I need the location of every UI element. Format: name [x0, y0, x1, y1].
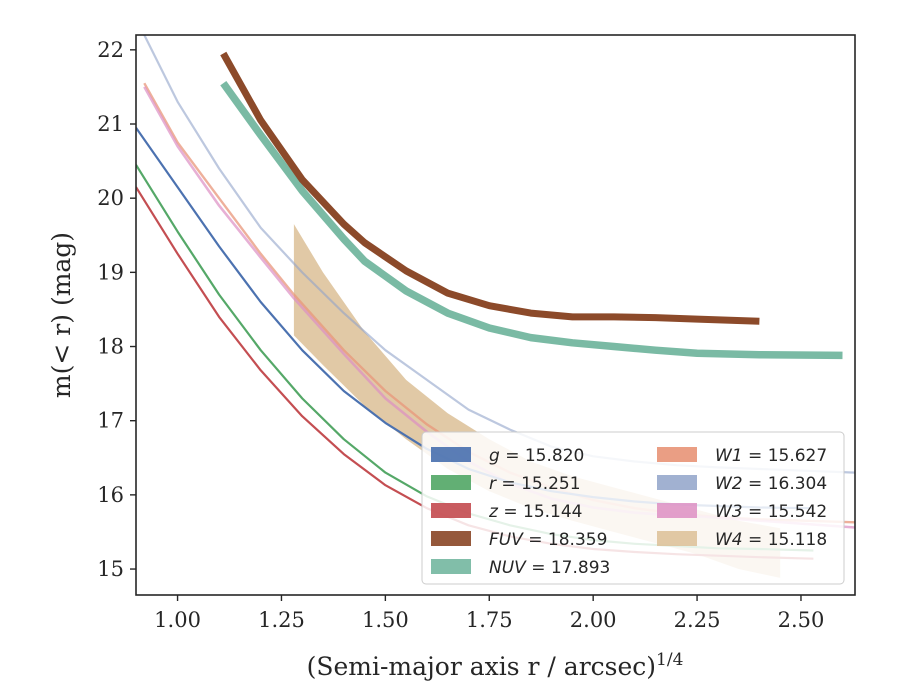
legend-item-fuv-value: 18.359 [548, 530, 607, 550]
legend-item-w2-value: 16.304 [768, 474, 827, 494]
legend-item-w4: W4 = 15.118 [657, 530, 827, 550]
legend-item-z-label: z = 15.144 [488, 502, 582, 522]
y-tick-label: 17 [97, 409, 124, 433]
y-tick-label: 16 [97, 483, 124, 507]
x-axis: 1.00 1.25 1.50 1.75 2.00 2.25 2.50 [154, 595, 824, 632]
legend-item-r-label: r = 15.251 [489, 474, 581, 494]
legend-item-z: z = 15.144 [431, 502, 582, 522]
legend-item-w2: W2 = 16.304 [657, 474, 827, 494]
legend-item-w2-swatch [657, 475, 697, 490]
legend-item-w4-eq: = [743, 530, 768, 550]
x-tick-label: 2.00 [570, 608, 617, 632]
x-tick-label: 2.25 [674, 608, 721, 632]
series-fuv-line [220, 51, 760, 325]
legend-item-g-swatch [431, 447, 471, 462]
legend-item-nuv-name: NUV [489, 558, 527, 578]
legend-item-w3-swatch [657, 503, 697, 518]
y-tick-label: 21 [97, 112, 124, 136]
legend-item-fuv-label: FUV = 18.359 [489, 530, 607, 550]
legend-item-nuv-value: 17.893 [551, 558, 610, 578]
legend-item-fuv-name: FUV [489, 530, 524, 550]
plot-frame [135, 34, 856, 596]
legend-item-w3-eq: = [743, 502, 768, 522]
legend-item-g: g = 15.820 [431, 446, 584, 466]
legend-item-w2-label: W2 = 16.304 [715, 474, 827, 494]
legend-item-r: r = 15.251 [431, 474, 581, 494]
y-axis: 15 16 17 18 19 20 21 22 [97, 38, 136, 581]
legend-item-z-value: 15.144 [523, 502, 582, 522]
x-tick-label: 1.50 [362, 608, 409, 632]
x-axis-label-exponent: 1/4 [656, 650, 683, 670]
legend-item-w4-swatch [657, 531, 697, 546]
legend-item-r-name: r [489, 474, 497, 494]
legend-item-w1-eq: = [743, 446, 768, 466]
legend-item-w3-label: W3 = 15.542 [715, 502, 827, 522]
y-tick-label: 22 [97, 38, 124, 62]
x-tick-label: 1.75 [466, 608, 513, 632]
legend-item-nuv-eq: = [526, 558, 551, 578]
legend-item-w4-label: W4 = 15.118 [715, 530, 827, 550]
legend-item-nuv: NUV = 17.893 [431, 558, 610, 578]
legend-item-w1-swatch [657, 447, 697, 462]
legend-item-w2-name: W2 [715, 474, 743, 494]
legend-item-z-swatch [431, 503, 471, 518]
legend-item-w3-value: 15.542 [768, 502, 827, 522]
legend-item-fuv: FUV = 18.359 [431, 530, 607, 550]
legend-item-nuv-label: NUV = 17.893 [489, 558, 610, 578]
legend-box [421, 431, 845, 585]
legend-item-nuv-swatch [431, 559, 471, 574]
legend-item-z-eq: = [498, 502, 523, 522]
legend-item-fuv-eq: = [523, 530, 548, 550]
legend-item-w2-eq: = [743, 474, 768, 494]
x-axis-label: (Semi-major axis r / arcsec)1/4 [307, 650, 684, 681]
legend-item-r-swatch [431, 475, 471, 490]
legend-item-w1-label: W1 = 15.627 [715, 446, 827, 466]
legend-item-r-value: 15.251 [521, 474, 580, 494]
legend: g = 15.820 r = 15.251 z = 15.144 FUV = 18.3… [421, 431, 845, 585]
x-axis-label-text: (Semi-major axis r / arcsec) [307, 652, 656, 681]
x-tick-label: 2.50 [778, 608, 825, 632]
legend-item-g-label: g = 15.820 [489, 446, 584, 466]
legend-item-r-eq: = [496, 474, 521, 494]
legend-item-z-name: z [488, 502, 499, 522]
y-axis-label: m(< r) (mag) [47, 232, 76, 398]
y-tick-label: 19 [97, 260, 124, 284]
legend-item-g-name: g [489, 446, 500, 466]
x-tick-label: 1.00 [154, 608, 201, 632]
y-tick-label: 20 [97, 186, 124, 210]
x-tick-label: 1.25 [258, 608, 305, 632]
legend-item-w1: W1 = 15.627 [657, 446, 827, 466]
legend-item-w3: W3 = 15.542 [657, 502, 827, 522]
legend-item-w1-value: 15.627 [768, 446, 827, 466]
legend-item-fuv-swatch [431, 531, 471, 546]
legend-item-w1-name: W1 [715, 446, 743, 466]
y-tick-label: 18 [97, 335, 124, 359]
legend-item-g-value: 15.820 [525, 446, 584, 466]
y-tick-label: 15 [97, 557, 124, 581]
legend-item-w4-value: 15.118 [768, 530, 827, 550]
series-nuv-line [220, 81, 843, 360]
legend-item-w4-name: W4 [715, 530, 743, 550]
legend-item-g-eq: = [500, 446, 525, 466]
legend-item-w3-name: W3 [715, 502, 743, 522]
